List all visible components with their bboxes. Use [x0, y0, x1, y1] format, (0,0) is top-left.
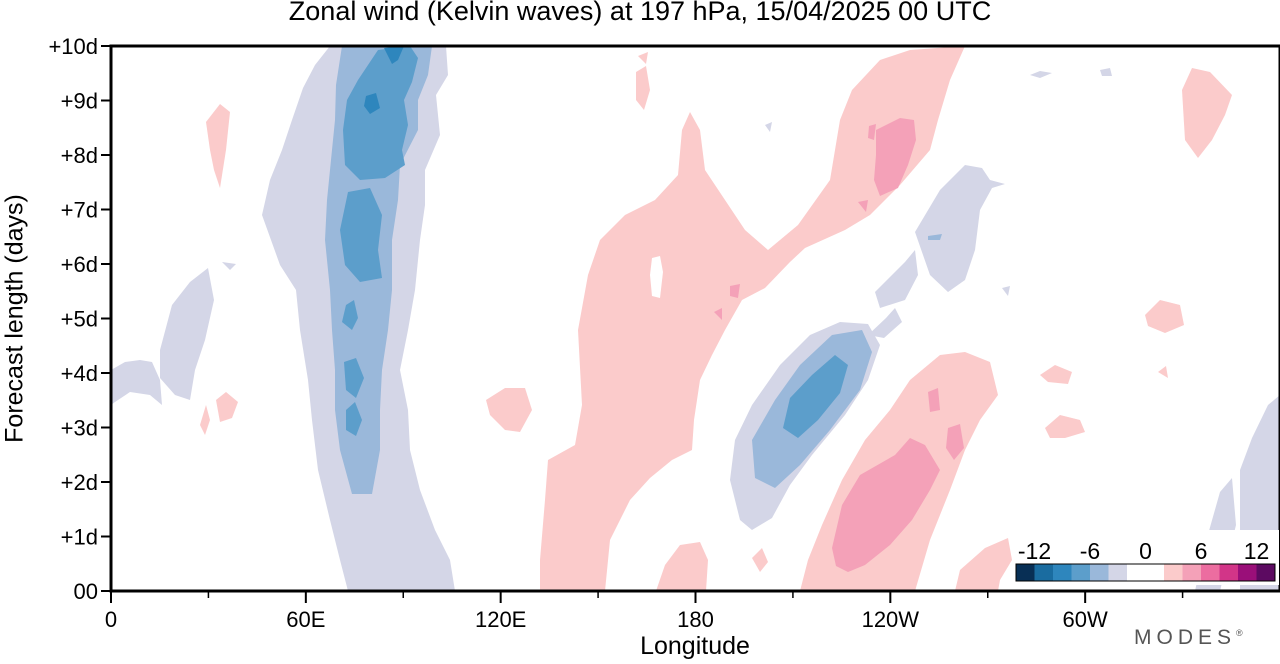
colorbar: -12 -6 0 6 12 — [1012, 530, 1279, 585]
colorbar-label: 0 — [1139, 538, 1152, 564]
y-axis: 00 +1d +2d +3d +4d +5d +6d +7d +8d +9d +10d — [48, 34, 111, 604]
y-tick-label: +10d — [48, 34, 98, 59]
colorbar-swatch — [1090, 564, 1109, 581]
y-tick-label: +4d — [61, 361, 98, 386]
contour-neg-6-cell — [783, 355, 848, 438]
y-tick-label: +2d — [61, 470, 98, 495]
contour-neg-2-west-c — [222, 262, 236, 270]
contour-pos-4-band-d — [730, 284, 740, 298]
contour-neg-2-west-b — [160, 268, 214, 400]
colorbar-swatch — [1238, 564, 1257, 581]
colorbar-label: -12 — [1018, 538, 1051, 564]
contour-neg-6-band-b — [340, 188, 382, 282]
contour-neg-2-ne-b — [928, 234, 942, 240]
contour-pos-2-east-b — [955, 538, 1012, 591]
colorbar-frame — [1015, 563, 1276, 582]
colorbar-swatch — [1164, 564, 1183, 581]
contour-pos-4-east-c — [946, 424, 964, 460]
colorbar-swatch — [1016, 564, 1035, 581]
colorbar-swatch — [1219, 564, 1238, 581]
colorbar-swatch — [1201, 564, 1220, 581]
colorbar-label: -6 — [1080, 538, 1100, 564]
colorbar-swatch — [1071, 564, 1090, 581]
y-tick-label: +7d — [61, 198, 98, 223]
contour-pos-2-w5 — [636, 66, 650, 110]
y-axis-label: Forecast length (days) — [0, 194, 29, 443]
y-tick-label: +6d — [61, 252, 98, 277]
contour-pos-2-w2 — [216, 392, 238, 422]
contour-pos-2-e6 — [656, 542, 708, 591]
colorbar-swatch — [1108, 564, 1127, 581]
colorbar-swatch — [1127, 564, 1164, 581]
x-axis-label: Longitude — [640, 632, 750, 660]
x-axis: 0 60E 120E 180 120W 60W — [105, 591, 1184, 632]
contour-pos-2-e4 — [1045, 415, 1085, 438]
contour-pos-2-w3 — [200, 405, 210, 435]
contour-neg-10-band — [364, 93, 380, 114]
x-tick-label: 60E — [286, 607, 325, 632]
y-tick-label: +8d — [61, 143, 98, 168]
y-tick-label: +5d — [61, 307, 98, 332]
contour-pos-4-band-c — [858, 200, 868, 212]
contour-pos-2-band-hole — [650, 256, 663, 298]
chart-title: Zonal wind (Kelvin waves) at 197 hPa, 15… — [288, 0, 992, 26]
contour-neg-2-ne — [915, 165, 1005, 292]
x-tick-label: 120E — [475, 607, 526, 632]
contour-pos-2-e7 — [752, 548, 768, 572]
colorbar-swatch — [1256, 564, 1275, 581]
contour-neg-2-small-c — [765, 122, 772, 132]
contour-pos-4-east — [832, 438, 940, 572]
contour-neg-8-band — [384, 46, 404, 64]
contour-neg-2-small-a — [1030, 71, 1052, 78]
contour-neg-2-cell-c — [875, 250, 918, 308]
registered-mark: ® — [1236, 628, 1243, 638]
x-tick-label: 120W — [862, 607, 920, 632]
contour-pos-4-band-b — [868, 124, 876, 140]
brand-logo: MODES® — [1134, 626, 1243, 650]
colorbar-label: 12 — [1244, 538, 1270, 564]
contour-pos-4-east-b — [928, 388, 940, 412]
contour-neg-2-small-d — [1002, 286, 1010, 296]
y-tick-label: +9d — [61, 89, 98, 114]
colorbar-label: 6 — [1195, 538, 1208, 564]
contour-neg-6-band-e — [346, 402, 362, 436]
contour-pos-2-w6 — [638, 52, 648, 64]
contour-pos-2-e5 — [1158, 366, 1168, 378]
contour-pos-2-e2 — [1145, 300, 1184, 333]
contour-pos-2-e3 — [1040, 365, 1072, 384]
x-tick-label: 0 — [105, 607, 117, 632]
colorbar-swatch — [1034, 564, 1053, 581]
contour-pos-2-w4 — [486, 388, 532, 432]
colorbar-swatch — [1053, 564, 1072, 581]
contour-neg-6-band — [343, 46, 418, 180]
contour-field — [111, 46, 1280, 591]
contour-pos-2-band — [540, 46, 965, 591]
contour-pos-4-band — [874, 118, 916, 196]
contour-pos-2-w1 — [206, 104, 230, 188]
contour-neg-2-small-e — [403, 580, 416, 591]
y-tick-label: +1d — [61, 525, 98, 550]
brand-name: MODES — [1134, 626, 1237, 649]
contour-neg-2-small-b — [1100, 68, 1112, 76]
contour-pos-4-band-e — [714, 308, 722, 320]
colorbar-swatch — [1182, 564, 1201, 581]
x-tick-label: 180 — [677, 607, 714, 632]
contour-pos-2-e1 — [1182, 68, 1232, 158]
y-tick-label: +3d — [61, 416, 98, 441]
contour-neg-6-band-c — [342, 300, 358, 330]
y-tick-label: 00 — [74, 579, 98, 604]
contour-neg-2-cell-b — [868, 308, 902, 338]
x-tick-label: 60W — [1063, 607, 1108, 632]
contour-neg-6-band-d — [344, 358, 364, 398]
contour-neg-2-west-a — [111, 360, 162, 405]
